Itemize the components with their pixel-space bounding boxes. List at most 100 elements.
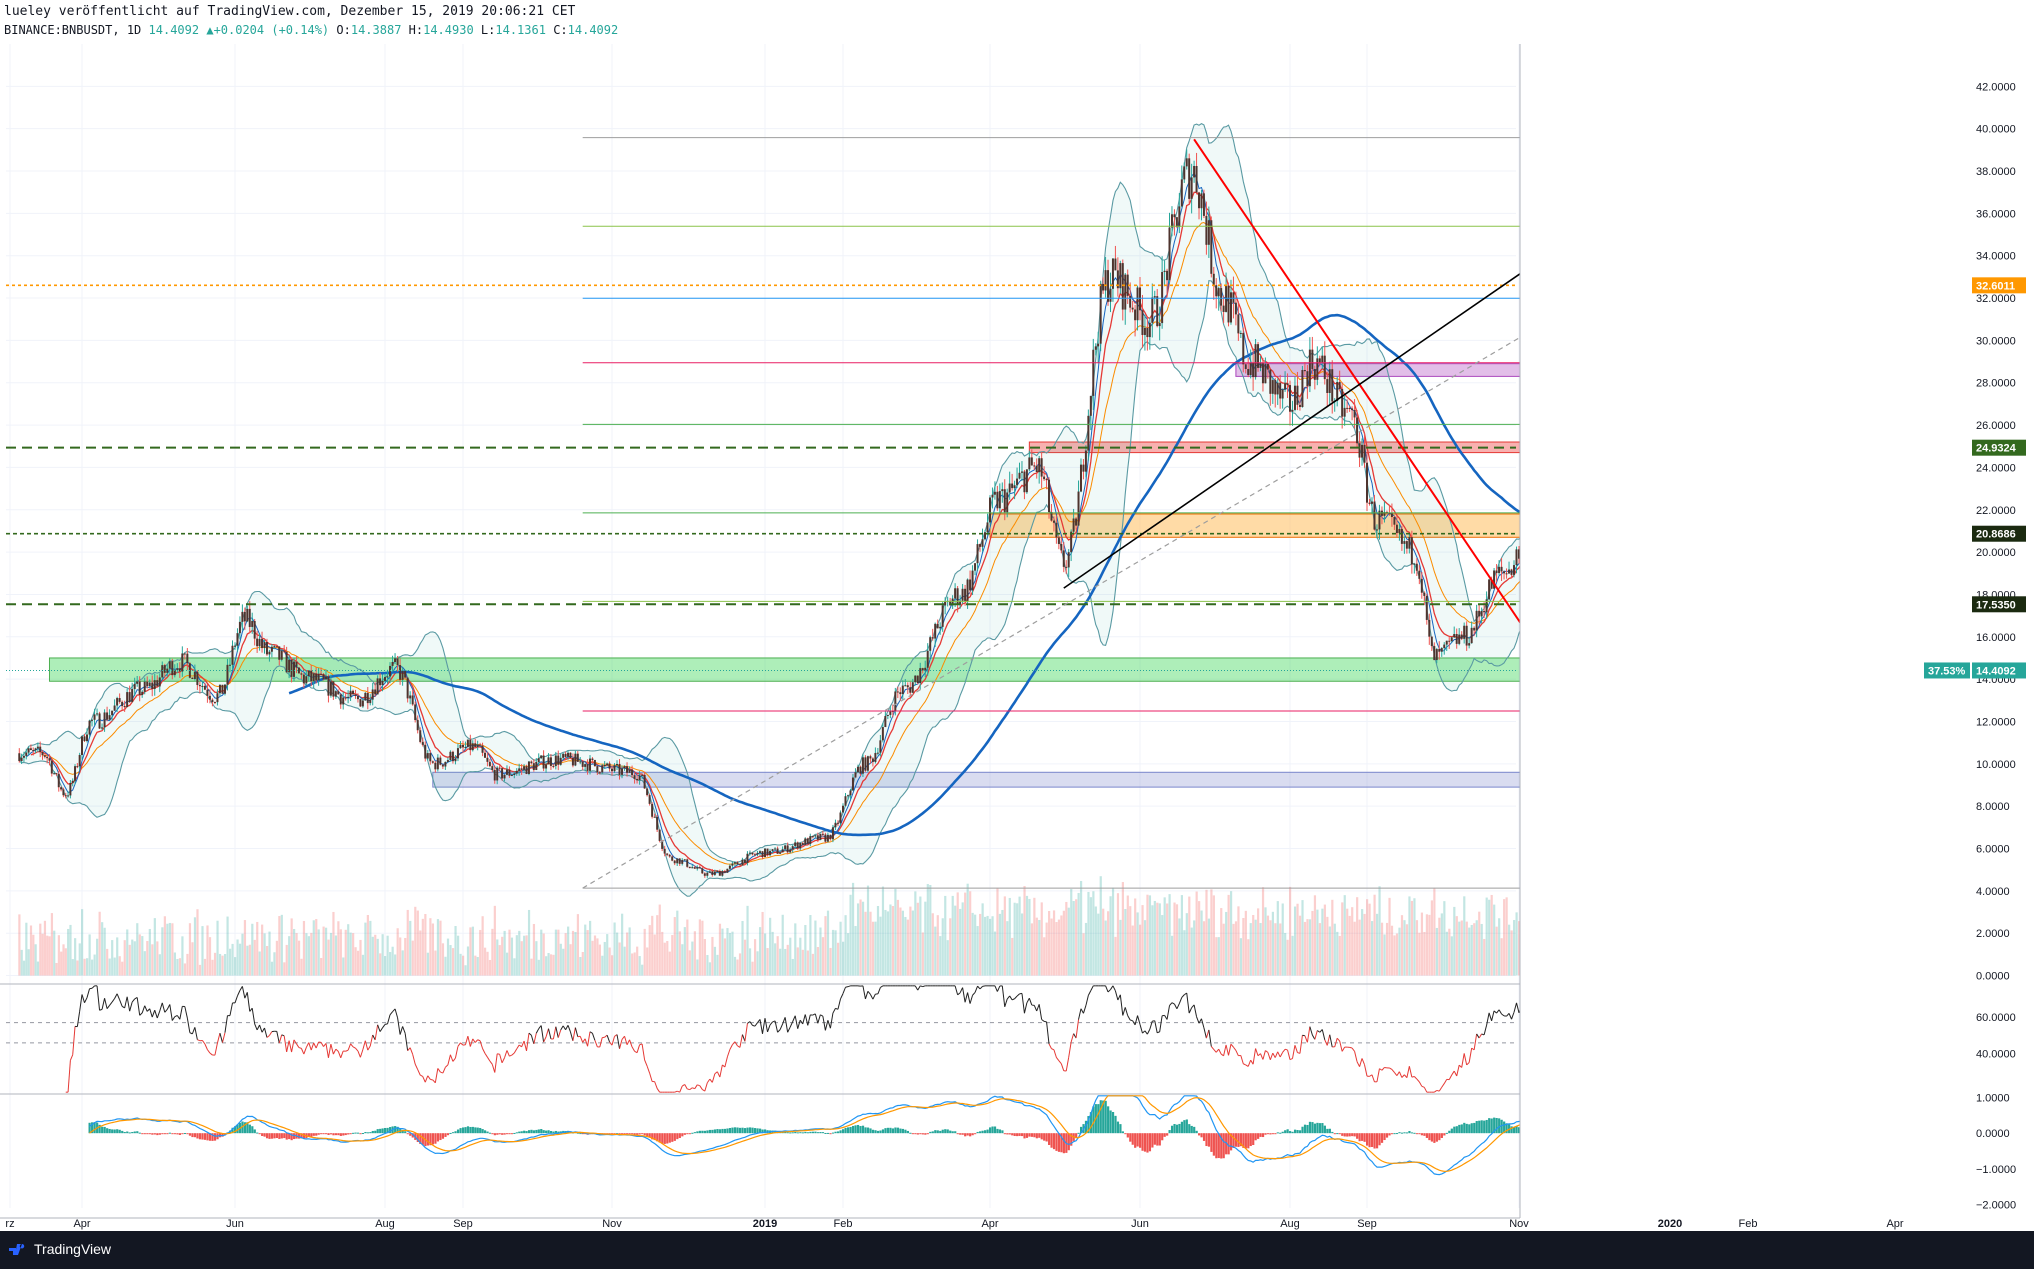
volume-bar [914, 891, 917, 976]
candle-body [103, 712, 106, 728]
volume-bar [671, 935, 674, 976]
macd-histogram-bar [173, 1133, 177, 1135]
candle-body [1495, 570, 1498, 574]
candle-body [731, 863, 734, 866]
rsi-segment [362, 1040, 366, 1050]
macd-histogram-bar [371, 1130, 374, 1134]
candle-body [1293, 385, 1296, 410]
candle-body [246, 608, 249, 622]
candle-body [969, 579, 972, 591]
volume-bar [431, 923, 435, 976]
macd-histogram-bar [651, 1133, 654, 1140]
candle-body [532, 763, 535, 771]
macd-histogram-bar [869, 1128, 872, 1134]
candle-body [826, 834, 829, 842]
volume-bar [939, 936, 942, 976]
rsi-segment [1233, 1046, 1237, 1051]
candle-body [27, 748, 30, 753]
volume-bar [846, 933, 850, 976]
volume-bar [1388, 897, 1391, 976]
volume-bar [1247, 939, 1250, 976]
candle-body [1341, 388, 1344, 417]
symbol-label[interactable]: BINANCE:BNBUSDT, 1D [4, 23, 142, 37]
volume-bar [297, 940, 301, 976]
rsi-segment [609, 1041, 613, 1046]
price-tick-label: 4.0000 [1976, 886, 2010, 898]
volume-bar [1082, 933, 1085, 976]
volume-bar [1378, 886, 1381, 976]
volume-bar [1483, 938, 1486, 976]
candle-body [733, 862, 736, 864]
volume-bar [996, 887, 999, 976]
macd-histogram-bar [1025, 1133, 1029, 1138]
rsi-segment [467, 1035, 471, 1047]
rsi-segment [1488, 1012, 1493, 1022]
time-tick-label: Aug [375, 1218, 395, 1230]
candle-body [216, 693, 219, 703]
uptrend-line-black [1063, 233, 1578, 589]
candle-body [1276, 382, 1279, 395]
volume-bar [126, 929, 129, 976]
rsi-segment [454, 1046, 459, 1059]
volume-bar [337, 921, 340, 976]
volume-bar [751, 961, 754, 976]
macd-histogram-bar [1493, 1117, 1496, 1134]
rsi-segment [591, 1033, 596, 1041]
candle-body [486, 757, 489, 762]
macd-histogram-bar [486, 1131, 489, 1134]
volume-bar [1356, 897, 1359, 976]
volume-bar [1423, 931, 1426, 976]
volume-bar [503, 930, 506, 976]
volume-bar [234, 957, 237, 976]
candle-body [434, 762, 437, 770]
macd-histogram-bar [1003, 1133, 1006, 1135]
rsi-segment [1498, 1009, 1502, 1015]
volume-bar [1346, 908, 1349, 976]
candle-body [886, 714, 889, 717]
volume-bar [69, 924, 72, 976]
candle-body [1450, 637, 1453, 642]
macd-histogram-bar [339, 1133, 342, 1136]
candle-body [213, 702, 216, 704]
volume-bar [603, 941, 606, 976]
candle-body [1423, 592, 1426, 596]
rsi-segment [283, 1035, 288, 1052]
macd-histogram-bar [1341, 1133, 1344, 1136]
volume-bar [1006, 921, 1009, 976]
chart-canvas[interactable]: 1(39.5772)0.882(35.3943)0.786(31.9913)0.… [0, 0, 2034, 1231]
volume-bar [48, 936, 51, 976]
tradingview-brand[interactable]: TradingView [34, 1241, 112, 1257]
rsi-segment [646, 1065, 651, 1074]
rsi-segment [251, 1008, 256, 1025]
candle-body [98, 713, 101, 729]
macd-histogram-bar [844, 1127, 847, 1134]
rsi-segment [449, 1054, 454, 1062]
candle-body [1237, 314, 1240, 334]
candle-body [884, 716, 887, 728]
rsi-segment [477, 1039, 481, 1042]
macd-histogram-bar [1126, 1133, 1129, 1138]
macd-histogram-bar [1383, 1133, 1386, 1141]
volume-bar [1166, 903, 1169, 976]
macd-histogram-bar [1244, 1133, 1247, 1149]
candle-body [1210, 220, 1213, 274]
macd-histogram-bar [1378, 1133, 1381, 1146]
candle-body [270, 646, 273, 652]
candle-body [821, 833, 824, 835]
candle-body [1465, 625, 1468, 646]
rsi-segment [959, 987, 964, 994]
macd-histogram-bar [1097, 1104, 1100, 1134]
macd-tick-label: 1.0000 [1976, 1093, 2010, 1105]
rsi-segment [1433, 1090, 1438, 1093]
volume-bar [1020, 913, 1024, 976]
volume-bar [969, 891, 972, 976]
rsi-segment [325, 1043, 329, 1058]
volume-bar [530, 958, 533, 976]
volume-bar [926, 884, 929, 976]
volume-bar [1033, 897, 1036, 976]
volume-bar [1077, 892, 1080, 976]
macd-histogram-bar [842, 1129, 845, 1134]
macd-histogram-bar [1460, 1124, 1463, 1134]
volume-bar [34, 944, 37, 976]
rsi-segment [1299, 1035, 1303, 1054]
